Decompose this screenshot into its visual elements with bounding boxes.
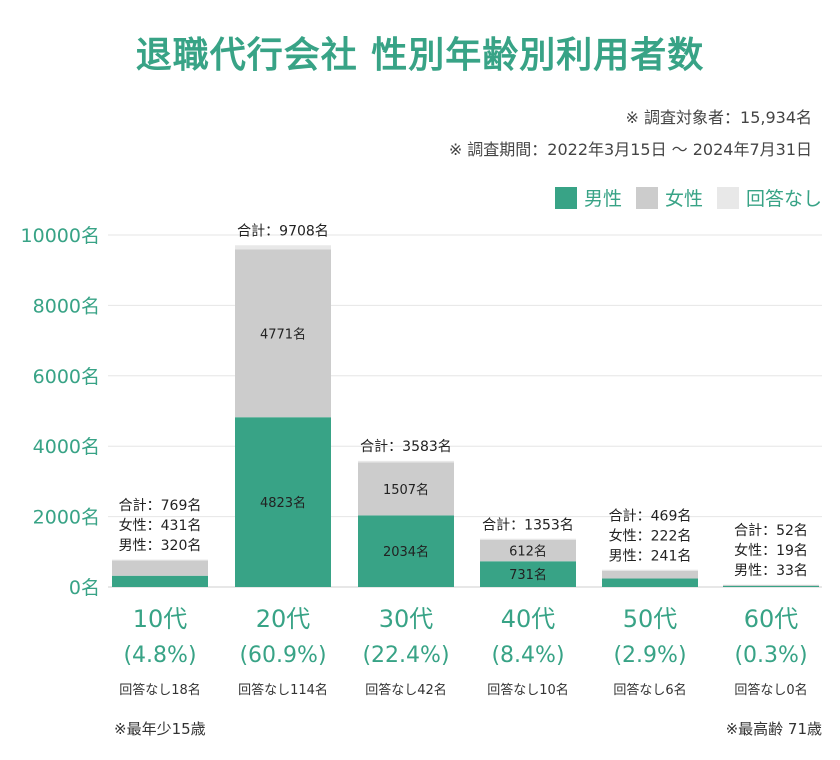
bar-annotation: 合計：3583名 [360,439,452,455]
data-label-male: 2034名 [383,544,429,560]
legend-item-female: 女性 [635,184,703,211]
bar-annotation: 女性：19名 [734,542,808,559]
y-tick-label: 8000名 [33,295,100,317]
legend-swatch-no-answer [716,186,739,209]
max-age-note: ※最高齢 71歳 [725,720,822,738]
bar-segment-no-answer [480,538,576,540]
survey-period-note: ※ 調査期間：2022年3月15日 〜 2024年7月31日 [448,140,812,159]
data-label-male: 4823名 [260,495,306,511]
page-title: 退職代行会社 性別年齢別利用者数 [135,35,705,76]
data-label-female: 612名 [509,543,547,559]
respondents-note: ※ 調査対象者：15,934名 [625,108,812,127]
x-percent-label: (0.3%) [734,643,807,668]
bar-annotation: 合計：1353名 [482,517,574,533]
x-percent-label: (2.9%) [613,643,686,668]
bar-segment-male [358,515,454,587]
x-percent-label: (8.4%) [491,643,564,668]
x-percent-label: (22.4%) [362,643,449,668]
min-age-note: ※最年少15歳 [114,720,206,738]
bar-segment-female [723,584,819,586]
bar-segment-male [723,585,819,587]
bar-annotation: 男性：33名 [734,563,808,579]
legend-swatch-female [635,186,658,209]
x-category-label: 30代 [379,605,434,633]
legend-item-no-answer: 回答なし [716,184,822,211]
bar-segment-female [235,249,331,418]
y-tick-label: 0名 [69,577,100,599]
x-category-label: 60代 [744,605,799,633]
bar-segment-no-answer [358,460,454,463]
bar-annotation: 合計：769名 [119,498,202,514]
no-answer-label: 回答なし10名 [487,682,569,698]
data-label-female: 1507名 [383,482,429,498]
bar-annotation: 合計：9708名 [237,223,329,239]
x-category-label: 50代 [623,605,678,633]
no-answer-label: 回答なし114名 [238,682,328,698]
legend-label-no-answer: 回答なし [745,188,822,210]
bar-segment-female [112,560,208,576]
legend-swatch-male [554,186,577,209]
bar-annotation: 合計：52名 [734,523,808,539]
bar-segment-no-answer [112,559,208,561]
legend: 男性 女性 回答なし [554,184,822,211]
bar-annotation: 男性：320名 [119,538,202,554]
x-category-label: 40代 [501,605,556,633]
y-tick-label: 6000名 [33,366,100,388]
no-answer-label: 回答なし6名 [613,682,686,698]
no-answer-label: 回答なし42名 [365,682,447,698]
bar-annotation: 女性：431名 [119,517,202,534]
no-answer-label: 回答なし18名 [119,682,201,698]
legend-item-male: 男性 [554,184,622,211]
bar-segment-female [358,462,454,516]
x-category-label: 10代 [133,605,188,633]
data-label-male: 731名 [509,567,547,583]
data-label-female: 4771名 [260,326,306,342]
bar-segment-male [235,417,331,587]
bar-segment-no-answer [602,569,698,571]
y-tick-label: 10000名 [21,225,100,247]
bar-segment-no-answer [235,245,331,250]
legend-label-male: 男性 [583,188,622,210]
bar-annotation: 男性：241名 [609,548,692,564]
x-category-label: 20代 [256,605,311,633]
bar-segment-male [480,561,576,587]
bar-annotation: 女性：222名 [609,527,692,544]
bar-segment-male [602,578,698,587]
x-percent-label: (4.8%) [123,643,196,668]
legend-label-female: 女性 [664,188,703,210]
y-tick-label: 2000名 [33,507,100,529]
bar-segment-male [112,575,208,587]
bar-annotation: 合計：469名 [609,508,692,524]
x-percent-label: (60.9%) [239,643,326,668]
bar-segment-female [602,570,698,579]
y-tick-label: 4000名 [33,436,100,458]
no-answer-label: 回答なし0名 [734,682,807,698]
bar-segment-female [480,539,576,562]
